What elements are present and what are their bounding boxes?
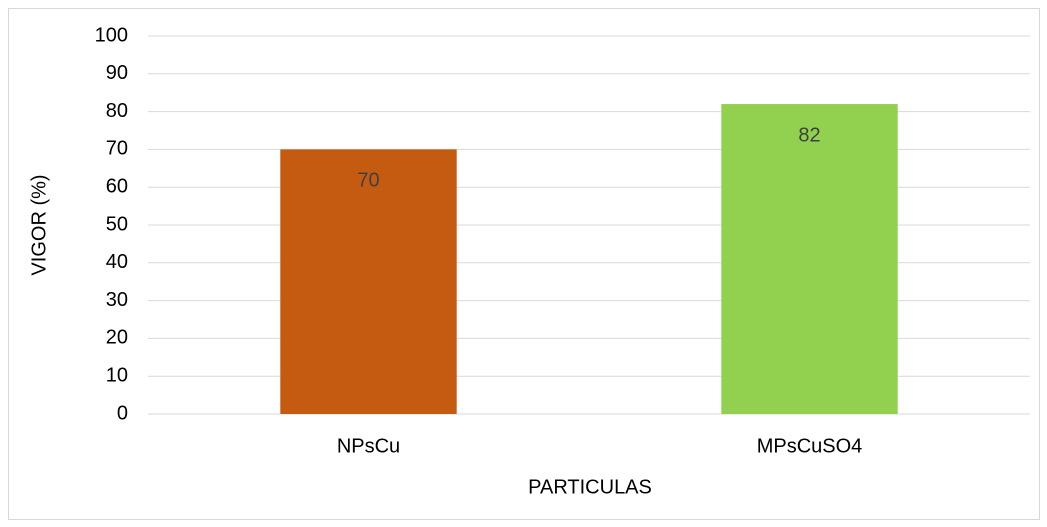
- y-tick-label: 80: [106, 100, 128, 122]
- y-tick-label: 20: [106, 327, 128, 349]
- y-tick-label: 70: [106, 138, 128, 160]
- y-tick-label: 10: [106, 364, 128, 386]
- x-tick-label: NPsCu: [337, 435, 400, 457]
- bar: [280, 149, 457, 414]
- x-tick-label: MPsCuSO4: [757, 435, 863, 457]
- x-axis-title: PARTICULAS: [528, 476, 652, 498]
- y-tick-label: 0: [117, 402, 128, 424]
- y-tick-label: 60: [106, 175, 128, 197]
- y-tick-label: 100: [95, 24, 128, 46]
- y-tick-label: 40: [106, 251, 128, 273]
- bar: [721, 104, 898, 414]
- y-axis-title: VIGOR (%): [28, 174, 50, 275]
- data-label: 70: [357, 170, 379, 192]
- y-tick-label: 50: [106, 213, 128, 235]
- y-tick-label: 90: [106, 62, 128, 84]
- y-tick-label: 30: [106, 289, 128, 311]
- data-label: 82: [798, 124, 820, 146]
